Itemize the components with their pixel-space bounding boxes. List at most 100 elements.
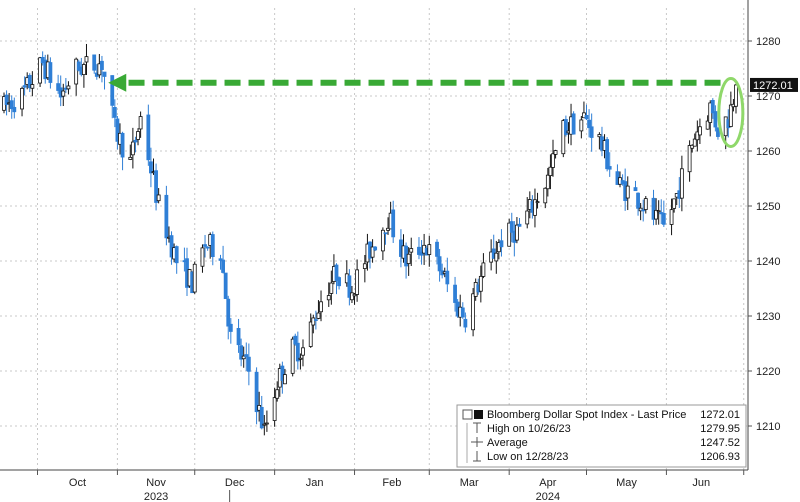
legend-high-value: 1279.95 <box>700 423 740 435</box>
candle-body <box>643 198 648 210</box>
candle-body <box>692 138 697 147</box>
candle-body <box>203 244 207 247</box>
candle-body <box>334 264 339 281</box>
candle-body <box>710 99 715 114</box>
candle-body <box>445 270 450 285</box>
candle-body <box>27 75 32 89</box>
candle-body <box>38 57 42 84</box>
candle-body <box>326 295 331 301</box>
candle-body <box>633 187 638 192</box>
candle-body <box>156 194 161 202</box>
candle-body <box>427 244 432 255</box>
candle-body <box>236 328 241 346</box>
candle-body <box>200 247 205 267</box>
candle-body <box>471 293 475 331</box>
candle-body <box>695 131 700 141</box>
y-tick-label: 1260 <box>756 146 780 158</box>
candle-body <box>533 199 537 216</box>
candle-body <box>174 246 179 264</box>
candle-body <box>350 292 354 301</box>
candle-body <box>679 168 684 199</box>
candle-body <box>226 298 231 327</box>
candle-body <box>228 323 233 332</box>
last-price-label: 1272.01 <box>753 80 793 92</box>
legend: Bloomberg Dollar Spot Index - Last Price… <box>456 404 747 468</box>
candle-body <box>380 229 385 252</box>
candle-body <box>579 119 584 132</box>
candle-body <box>66 85 71 90</box>
x-tick-label: Feb <box>382 477 401 489</box>
candle-body <box>734 84 738 107</box>
candle-body <box>259 406 264 429</box>
candle-body <box>535 201 540 204</box>
x-tick-label: Jan <box>306 477 324 489</box>
candle-body <box>517 223 522 227</box>
x-tick-label: Mar <box>460 477 479 489</box>
candle-body <box>543 187 548 204</box>
candle-body <box>61 90 66 97</box>
candle-body <box>499 240 504 248</box>
last-price-marker <box>750 77 798 92</box>
candle-body <box>661 212 666 225</box>
candle-body <box>373 246 378 251</box>
legend-series-value: 1272.01 <box>700 409 740 421</box>
x-axis: Oct Nov Dec Jan Feb Mar Apr May Jun 2023 2024 <box>0 469 748 502</box>
candle-body <box>48 62 53 83</box>
candle-body <box>481 262 486 277</box>
candle-body <box>244 354 249 358</box>
candle-body <box>478 275 483 292</box>
candle-body <box>319 301 323 313</box>
candle-body <box>716 127 720 137</box>
candle-body <box>563 119 568 135</box>
y-tick-label: 1240 <box>756 256 780 268</box>
y-tick-label: 1210 <box>756 421 780 433</box>
candle-body <box>698 126 702 136</box>
candle-body <box>571 113 576 135</box>
candle-body <box>435 241 439 257</box>
candle-body <box>262 423 267 426</box>
candle-body <box>205 246 210 249</box>
candle-body <box>672 198 677 209</box>
candle-body <box>275 389 280 399</box>
candle-body <box>272 397 277 421</box>
x-tick-label: Nov <box>146 477 166 489</box>
legend-low-value: 1206.93 <box>700 451 740 463</box>
candle-body <box>713 111 718 128</box>
candle-body <box>548 166 553 177</box>
candle-body <box>74 58 79 85</box>
candle-body <box>56 83 61 91</box>
candle-body <box>370 246 375 258</box>
candle-body <box>100 60 104 70</box>
candle-body <box>551 153 555 168</box>
candle-body <box>221 259 225 273</box>
candle-body <box>391 209 396 238</box>
candle-body <box>705 120 710 130</box>
y-tick-label: 1230 <box>756 311 780 323</box>
candle-body <box>254 371 259 413</box>
candle-body <box>417 246 421 255</box>
candle-body <box>605 139 610 170</box>
candle-body <box>656 210 661 213</box>
y-tick-label: 1280 <box>756 36 780 48</box>
candle-body <box>311 317 316 326</box>
candle-body <box>82 64 86 76</box>
candle-body <box>149 161 153 174</box>
candle-body <box>494 252 499 262</box>
candle-body <box>362 263 367 269</box>
candle-body <box>545 174 550 190</box>
candle-body <box>12 106 17 113</box>
candle-body <box>690 144 695 149</box>
candle-body <box>515 224 519 241</box>
candle-body <box>587 119 591 129</box>
candle-body <box>654 209 658 220</box>
legend-series-label: Bloomberg Dollar Spot Index - Last Price <box>487 409 686 421</box>
candle-body <box>92 54 97 71</box>
candle-body <box>669 209 674 225</box>
candle-body <box>337 277 341 287</box>
y-tick-label: 1220 <box>756 366 780 378</box>
candle-body <box>597 134 602 138</box>
candle-body <box>651 197 656 220</box>
candle-body <box>22 85 27 88</box>
candle-body <box>115 118 120 142</box>
